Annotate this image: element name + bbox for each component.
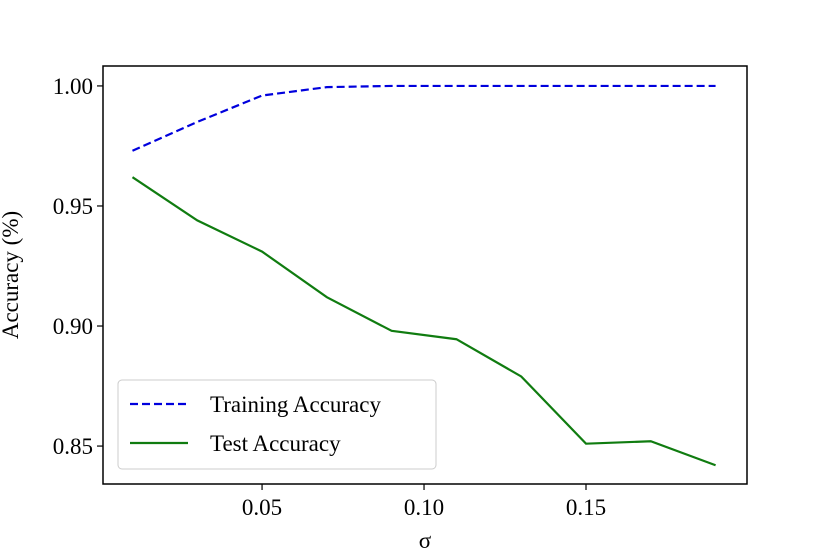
y-tick-label: 0.90 (53, 314, 93, 339)
y-tick-label: 0.95 (53, 194, 93, 219)
data-line (132, 84, 716, 152)
plot-frame (102, 65, 748, 485)
x-axis-label: σ (419, 528, 432, 553)
y-axis-label: Accuracy (%) (0, 211, 23, 339)
y-tick-label: 0.85 (53, 434, 93, 459)
y-tick-label: 1.00 (53, 74, 93, 99)
data-line (131, 176, 716, 467)
x-tick-label: 0.05 (242, 495, 282, 520)
x-tick-label: 0.10 (404, 495, 444, 520)
legend-label: Test Accuracy (210, 431, 341, 456)
legend-label: Training Accuracy (210, 392, 381, 417)
x-tick-label: 0.15 (566, 495, 606, 520)
legend-box (117, 379, 437, 470)
